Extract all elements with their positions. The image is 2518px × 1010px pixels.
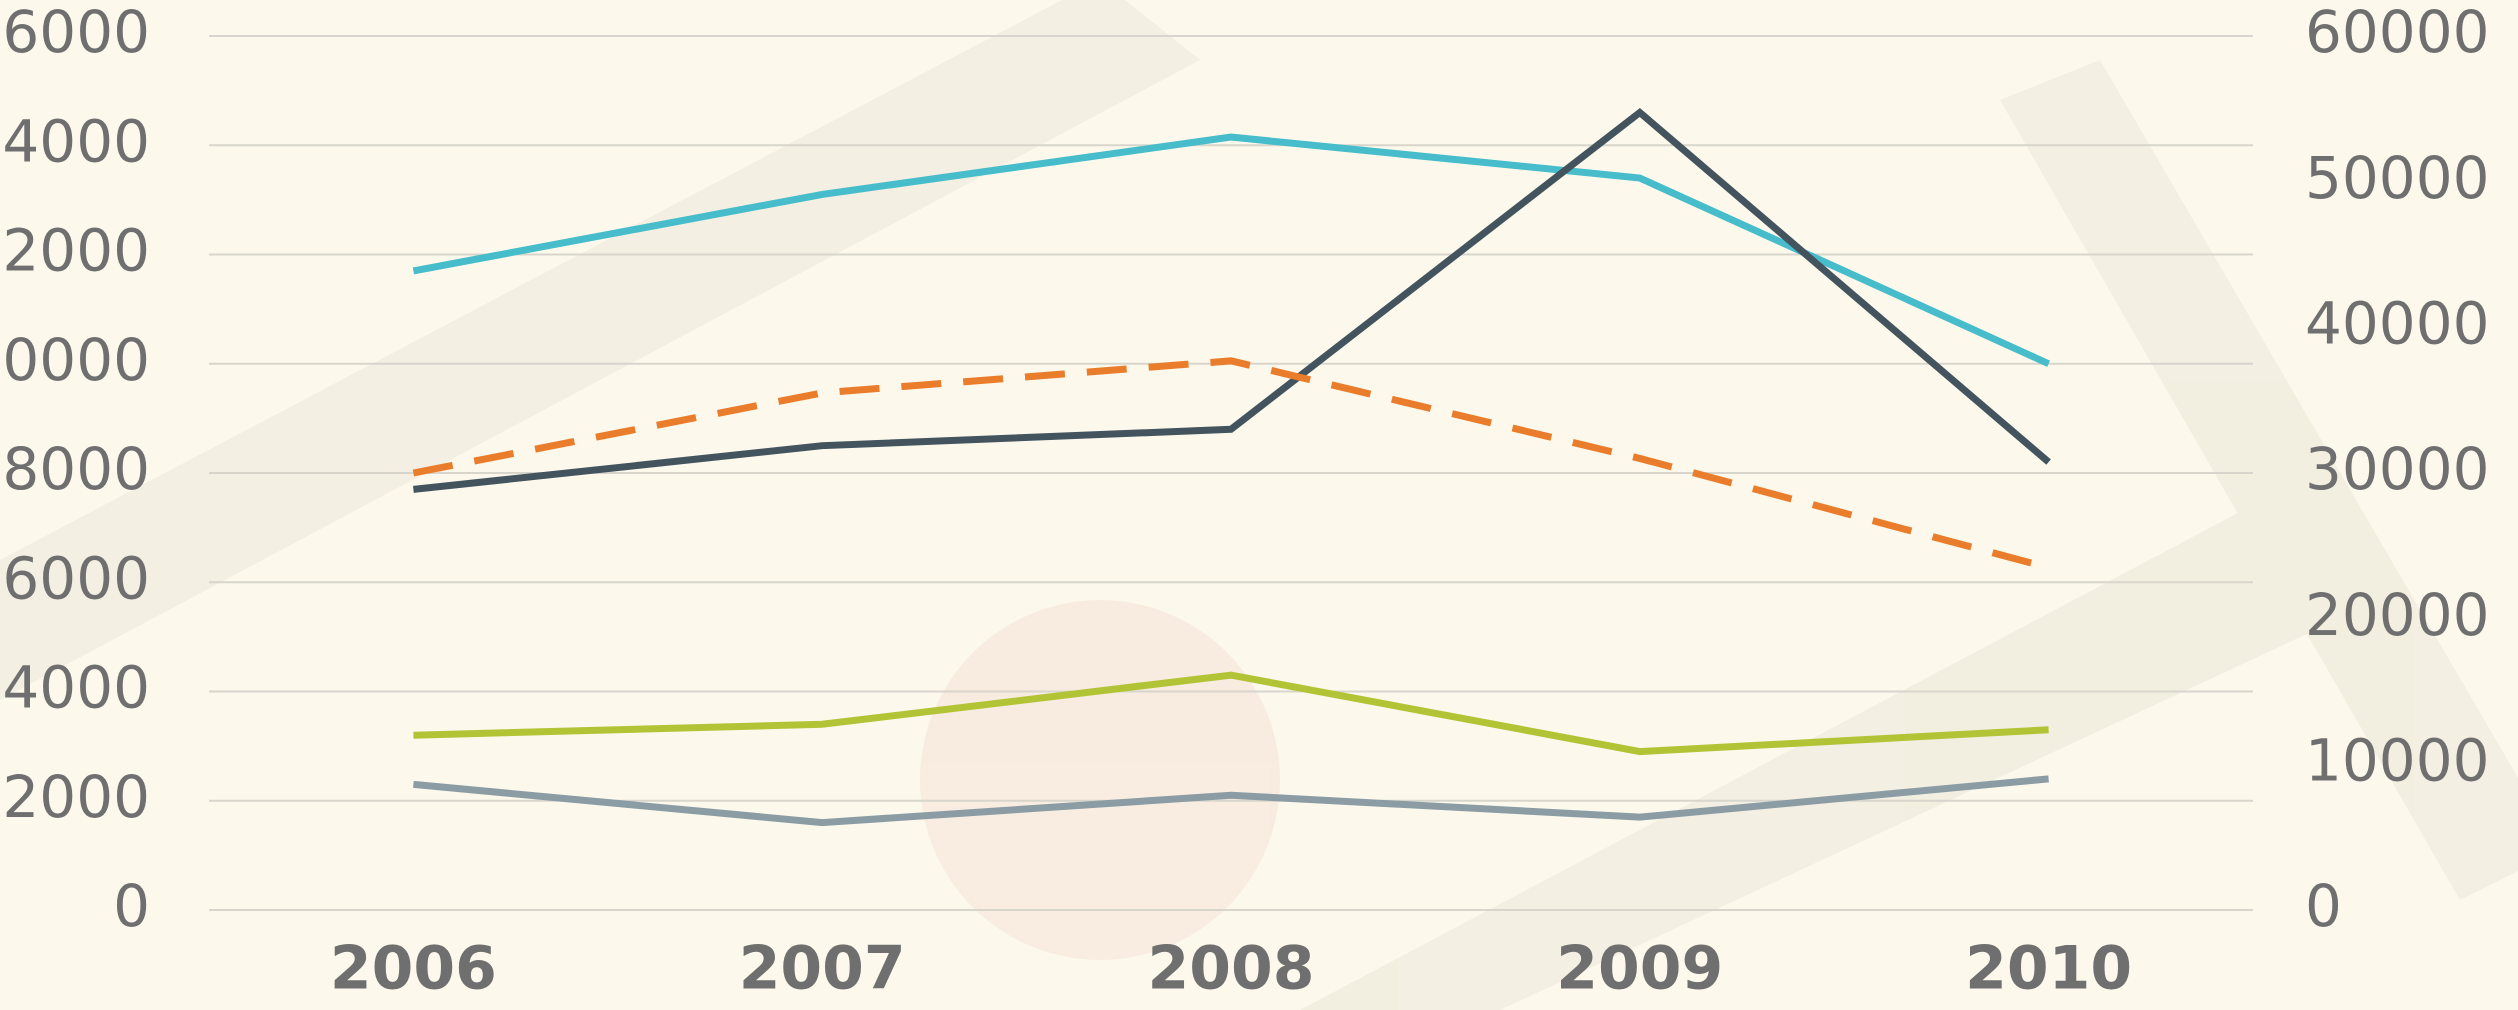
y-tick-label: 14000 bbox=[0, 107, 150, 175]
y2-tick-label: 40000 bbox=[2305, 289, 2490, 357]
y2-tick-label: 30000 bbox=[2305, 435, 2490, 503]
y2-tick-label: 0 bbox=[2305, 872, 2342, 940]
y-tick-label: 10000 bbox=[0, 326, 150, 394]
y-tick-label: 4000 bbox=[2, 654, 150, 722]
y2-tick-label: 60000 bbox=[2305, 0, 2490, 66]
x-tick-label: 2008 bbox=[1148, 934, 1315, 1004]
chart: 0 2000 4000 6000 8000 10000 12000 14000 16000 0 10… bbox=[0, 0, 2518, 1010]
y-tick-label: 12000 bbox=[0, 217, 150, 285]
x-tick-label: 2006 bbox=[330, 934, 497, 1004]
y2-tick-label: 10000 bbox=[2305, 726, 2490, 794]
watermark-blob bbox=[920, 600, 1280, 960]
y-tick-label: 16000 bbox=[0, 0, 150, 66]
y-tick-label: 6000 bbox=[2, 544, 150, 612]
y-tick-label: 2000 bbox=[2, 763, 150, 831]
x-tick-label: 2007 bbox=[739, 934, 906, 1004]
y2-tick-label: 50000 bbox=[2305, 144, 2490, 212]
y-tick-label: 8000 bbox=[2, 435, 150, 503]
x-tick-label: 2009 bbox=[1556, 934, 1723, 1004]
page: 0 2000 4000 6000 8000 10000 12000 14000 16000 0 10… bbox=[0, 0, 2518, 1010]
x-tick-label: 2010 bbox=[1965, 934, 2132, 1004]
y2-tick-label: 20000 bbox=[2305, 581, 2490, 649]
y-tick-label: 0 bbox=[113, 872, 150, 940]
